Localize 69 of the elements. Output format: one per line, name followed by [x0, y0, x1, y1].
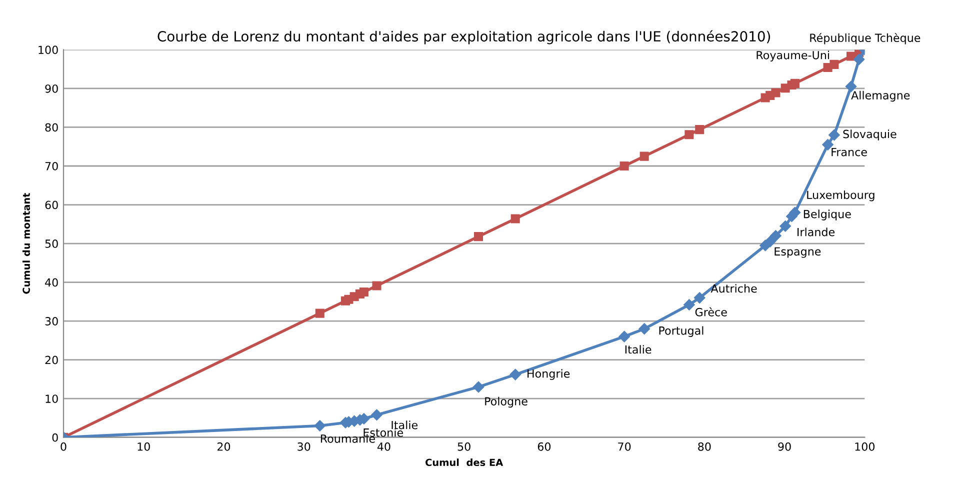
point [846, 52, 856, 61]
y-tick-label: 40 [45, 278, 58, 287]
y-axis-title: Cumul du montant [22, 192, 30, 294]
annotation: Portugal [659, 326, 704, 337]
point [853, 54, 865, 65]
y-tick-label: 0 [52, 433, 58, 442]
y-tick-label: 60 [45, 200, 58, 210]
point [684, 130, 694, 140]
x-tick-label: 100 [855, 442, 875, 451]
point [780, 220, 791, 232]
point [771, 88, 780, 98]
y-tick-label: 10 [46, 394, 58, 403]
point [314, 420, 326, 432]
annotation: Belgique [804, 210, 851, 220]
x-tick-label: 20 [217, 442, 230, 451]
x-tick-label: 30 [298, 442, 310, 451]
x-tick-label: 50 [458, 442, 470, 451]
point [359, 287, 368, 296]
point [822, 139, 834, 150]
point [638, 323, 650, 334]
point [845, 80, 857, 92]
point [372, 281, 382, 290]
annotation: Allemagne [851, 90, 910, 102]
annotation: République Tchèque [810, 32, 920, 44]
annotation: France [832, 148, 867, 156]
point [764, 236, 776, 248]
point [828, 129, 840, 141]
point [474, 232, 484, 242]
point [694, 292, 706, 304]
x-tick-label: 60 [538, 442, 551, 451]
point [695, 125, 704, 134]
y-tick-label: 80 [45, 123, 58, 132]
y-tick-label: 30 [45, 317, 58, 326]
point [510, 368, 521, 380]
y-tick-label: 20 [45, 356, 58, 364]
annotation: Italie [625, 345, 652, 354]
y-tick-label: 50 [45, 240, 58, 248]
point [770, 230, 782, 242]
annotation: Espagne [774, 247, 821, 258]
point [315, 308, 324, 318]
x-tick-label: 0 [60, 442, 66, 451]
chart-title: Courbe de Lorenz du montant d'aides par exploitation agricole dans l'UE (données2010) [158, 30, 770, 44]
x-tick-label: 90 [778, 442, 791, 451]
annotation: Grèce [695, 307, 727, 316]
x-axis-title: Cumul des EA [426, 458, 504, 466]
point [684, 299, 695, 310]
annotation: Autriche [710, 284, 757, 293]
annotation: Luxembourg [807, 190, 874, 202]
point [790, 78, 800, 88]
point [640, 152, 649, 161]
point [620, 161, 629, 171]
x-tick-label: 80 [698, 442, 711, 451]
annotation: Slovaquie [843, 130, 896, 140]
point [371, 409, 382, 420]
point [510, 214, 520, 224]
point [618, 330, 630, 342]
annotation: Italie [392, 420, 418, 430]
annotation: Royaume-Uni [756, 50, 829, 62]
y-tick-label: 100 [38, 46, 58, 54]
point [830, 60, 839, 69]
annotation: Pologne [485, 396, 528, 408]
x-tick-label: 10 [138, 442, 150, 451]
x-tick-label: 70 [618, 442, 631, 451]
x-tick-label: 40 [377, 442, 390, 451]
point [472, 381, 484, 393]
y-tick-label: 70 [45, 162, 58, 170]
annotation: Irlande [798, 228, 835, 236]
annotation: Hongrie [528, 369, 570, 380]
y-tick-label: 90 [45, 84, 58, 93]
